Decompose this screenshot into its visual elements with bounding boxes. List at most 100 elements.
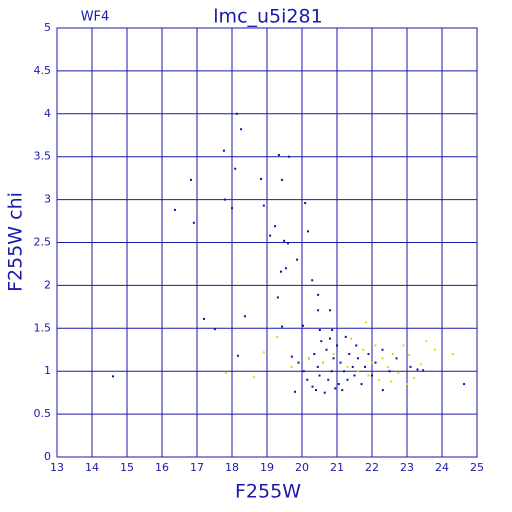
data-point bbox=[281, 178, 284, 181]
x-tick-label: 16 bbox=[155, 461, 169, 474]
data-point bbox=[388, 370, 391, 373]
data-point bbox=[311, 279, 314, 282]
data-point bbox=[203, 317, 205, 320]
data-point bbox=[378, 378, 380, 381]
data-point bbox=[343, 370, 345, 373]
data-point bbox=[348, 353, 351, 356]
data-point bbox=[276, 335, 279, 338]
data-point bbox=[364, 365, 366, 368]
y-tick-label: 1.5 bbox=[34, 321, 52, 334]
data-point bbox=[240, 128, 243, 131]
data-point bbox=[416, 368, 419, 371]
x-tick-label: 24 bbox=[435, 461, 449, 474]
x-tick-label: 23 bbox=[400, 461, 414, 474]
data-point bbox=[325, 348, 328, 351]
data-point bbox=[276, 296, 279, 299]
data-point bbox=[413, 377, 415, 380]
data-point bbox=[353, 374, 356, 377]
x-tick-label: 19 bbox=[260, 461, 274, 474]
x-tick-label: 13 bbox=[50, 461, 64, 474]
y-tick-label: 2.5 bbox=[34, 236, 52, 249]
data-point bbox=[302, 370, 305, 373]
data-point bbox=[222, 149, 225, 152]
data-point bbox=[280, 270, 282, 273]
data-point bbox=[112, 375, 114, 378]
data-point bbox=[235, 112, 238, 115]
data-point bbox=[318, 374, 321, 377]
x-tick-label: 22 bbox=[365, 461, 379, 474]
data-point bbox=[302, 324, 305, 327]
data-point bbox=[311, 385, 314, 388]
data-point bbox=[346, 365, 349, 368]
data-point bbox=[434, 348, 436, 351]
data-point bbox=[296, 258, 299, 261]
data-point bbox=[322, 361, 324, 364]
y-tick-label: 4.5 bbox=[34, 64, 52, 77]
data-point bbox=[332, 353, 335, 356]
data-point bbox=[451, 353, 454, 356]
data-point bbox=[277, 153, 280, 156]
data-point bbox=[306, 230, 309, 233]
data-point bbox=[402, 344, 405, 347]
data-point bbox=[190, 178, 193, 181]
data-point bbox=[360, 383, 363, 386]
data-point bbox=[306, 378, 309, 381]
data-point bbox=[350, 337, 352, 340]
data-point bbox=[323, 391, 326, 394]
data-point bbox=[318, 329, 321, 332]
data-point bbox=[367, 353, 370, 356]
data-point bbox=[274, 225, 277, 228]
data-point bbox=[390, 380, 393, 383]
annotation: WF4 bbox=[81, 10, 110, 25]
data-point bbox=[337, 383, 340, 386]
data-point bbox=[381, 357, 384, 360]
data-point bbox=[330, 370, 333, 373]
y-axis-label: F255W chi bbox=[5, 192, 27, 292]
data-point bbox=[397, 371, 400, 374]
data-point bbox=[231, 207, 233, 210]
data-point bbox=[406, 383, 408, 386]
data-point bbox=[371, 374, 373, 377]
x-tick-label: 25 bbox=[470, 461, 484, 474]
data-point bbox=[243, 315, 246, 318]
data-point bbox=[357, 357, 359, 360]
data-point bbox=[269, 234, 272, 237]
data-point bbox=[362, 348, 365, 351]
data-point bbox=[281, 325, 284, 328]
data-point bbox=[329, 337, 331, 340]
y-tick-label: 0 bbox=[44, 450, 51, 463]
data-point bbox=[371, 361, 373, 364]
data-point bbox=[304, 202, 307, 205]
data-point bbox=[225, 371, 228, 374]
data-point bbox=[315, 389, 317, 392]
data-point bbox=[374, 361, 377, 364]
data-point bbox=[192, 221, 195, 224]
data-point bbox=[213, 328, 216, 331]
y-tick-label: 0.5 bbox=[34, 407, 52, 420]
y-tick-label: 3 bbox=[44, 193, 51, 206]
data-point bbox=[320, 340, 323, 343]
data-point bbox=[409, 365, 412, 368]
data-point bbox=[420, 363, 422, 366]
x-tick-label: 17 bbox=[190, 461, 204, 474]
data-point bbox=[365, 321, 368, 324]
data-point bbox=[290, 355, 293, 358]
data-point bbox=[308, 357, 310, 360]
data-point bbox=[422, 369, 425, 372]
data-point bbox=[463, 383, 466, 386]
data-point bbox=[236, 354, 239, 357]
data-point bbox=[331, 329, 334, 332]
data-point bbox=[313, 353, 316, 356]
data-point bbox=[294, 390, 296, 393]
x-tick-label: 15 bbox=[120, 461, 134, 474]
data-point bbox=[381, 348, 384, 351]
data-point bbox=[260, 178, 263, 181]
data-point bbox=[316, 365, 319, 368]
data-point bbox=[408, 353, 411, 356]
data-point bbox=[355, 344, 358, 347]
data-point bbox=[336, 344, 338, 347]
data-point bbox=[425, 340, 428, 343]
data-point bbox=[287, 242, 289, 245]
data-point bbox=[395, 357, 398, 360]
